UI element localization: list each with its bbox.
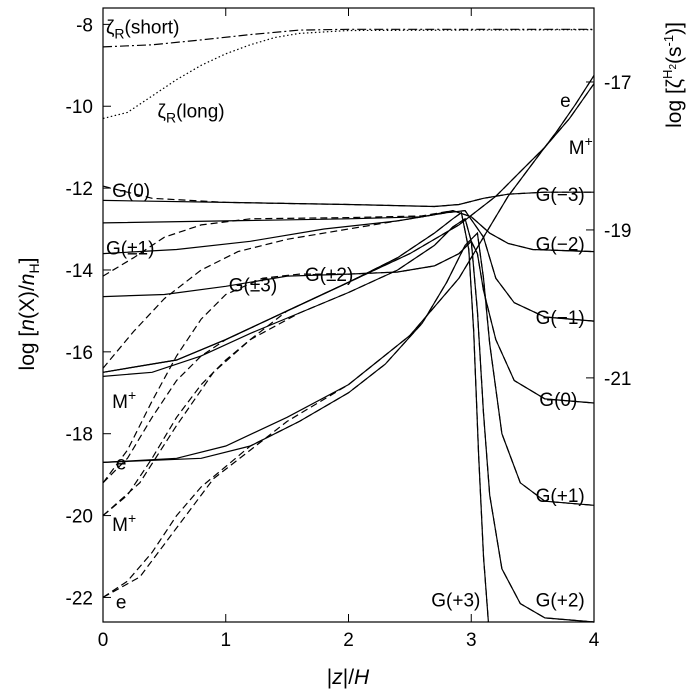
x-tick-label: 2: [343, 630, 354, 651]
series-g-2-dashed: [102, 209, 595, 277]
tick-labels: 0 1 2 3 4 -22 -20 -18 -16 -14 -12 -10 -8 -21 -19 -17: [66, 15, 632, 651]
label-g0_left: G(0): [112, 181, 150, 202]
x-tick-label: 0: [98, 630, 109, 651]
label-gp3: G(+3): [431, 590, 480, 611]
label-zr_long: ζR(long): [158, 101, 225, 125]
curves: [102, 28, 595, 623]
label-mplus_left2: M+: [112, 510, 136, 536]
series-g-1-dashed: [102, 209, 595, 369]
label-gp1: G(+1): [536, 486, 585, 507]
series-m-solid: [102, 83, 595, 373]
series-g-2-dashed: [102, 217, 595, 623]
series-zeta-r-short: [102, 28, 594, 48]
x-tick-label: 3: [466, 630, 477, 651]
label-e_left1: e: [116, 453, 127, 474]
series-zeta-r-long: [102, 29, 595, 120]
curve-labels: ζR(short)ζR(long)G(0)G(±1)G(±3) G(±2)M+eM…: [106, 17, 593, 613]
y-tick-label: -14: [66, 261, 94, 282]
y2-tick-label: -17: [604, 73, 631, 94]
y-tick-label: -16: [66, 343, 93, 364]
y-tick-label: -22: [66, 588, 93, 609]
label-gm2: G(−2): [536, 234, 585, 255]
y2-tick-label: -21: [604, 369, 631, 390]
label-gp2: G(+2): [536, 590, 585, 611]
series-m-dashed: [102, 83, 595, 517]
y2-axis-title: log [ζH2(s-1)]: [660, 22, 686, 128]
y-tick-label: -8: [76, 15, 93, 36]
label-e_left2: e: [116, 593, 127, 614]
series-g-0-dashed: [102, 240, 595, 484]
series-g-1-dashed: [102, 231, 595, 598]
axis-ticks: [102, 8, 595, 622]
label-gm3: G(−3): [536, 185, 585, 206]
x-tick-label: 1: [220, 630, 231, 651]
y-axis-title: log [n(X)/nH]: [16, 258, 42, 371]
series-e-dashed: [102, 75, 595, 598]
series-g-2-solid: [102, 209, 595, 253]
y-tick-label: -20: [66, 507, 93, 528]
y-tick-label: -10: [66, 97, 93, 118]
series-g-3-dashed: [102, 185, 594, 208]
y-tick-label: -18: [66, 425, 93, 446]
y2-tick-label: -19: [604, 221, 631, 242]
plot-frame: [102, 7, 595, 623]
label-gpm3: G(±3): [229, 275, 277, 296]
label-mplus_right: M+: [569, 133, 593, 159]
label-gpm1: G(±1): [106, 238, 154, 259]
y-tick-label: -12: [66, 179, 93, 200]
label-e_right: e: [560, 91, 571, 112]
series-g-3-dashed: [102, 211, 489, 623]
x-tick-label: 4: [589, 630, 600, 651]
label-gpm2: G(±2): [305, 265, 353, 286]
label-gm1: G(−1): [536, 308, 585, 329]
label-g0_right: G(0): [539, 390, 577, 411]
label-mplus_left1: M+: [112, 387, 136, 413]
x-axis-title: |z|/H: [327, 666, 370, 689]
label-zr_short: ζR(short): [106, 17, 179, 41]
